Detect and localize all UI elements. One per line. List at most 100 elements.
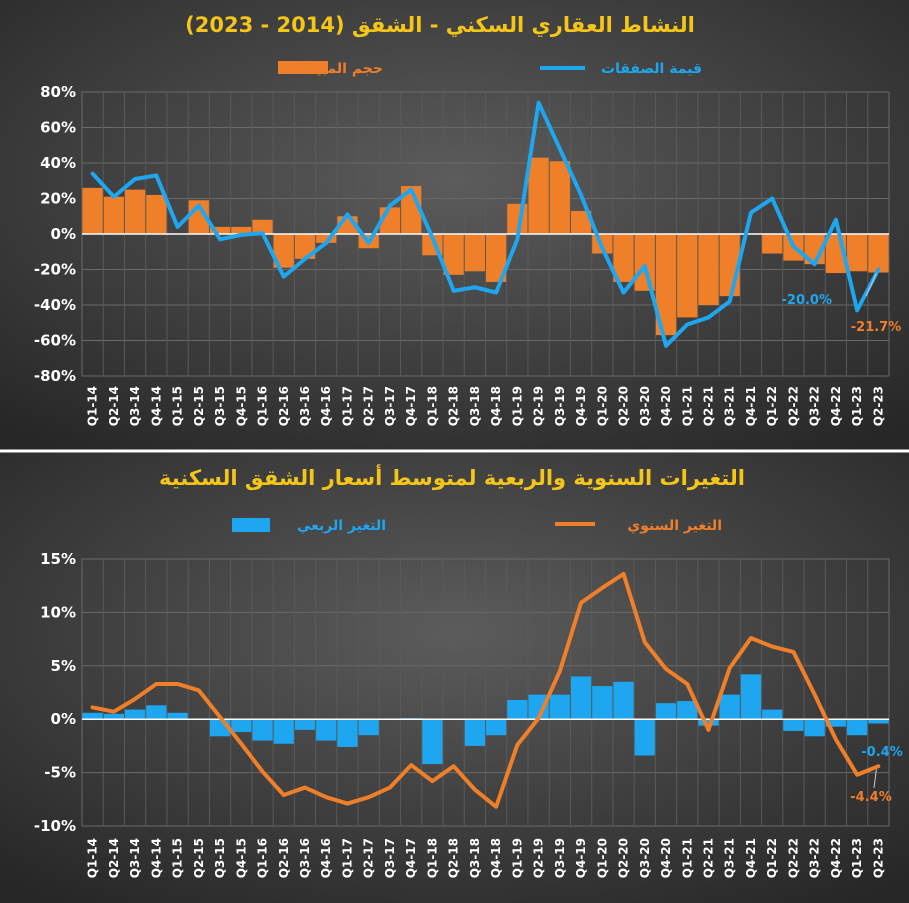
annotation-transaction-value-last: -20.0%: [782, 293, 833, 308]
x-tick-label: Q3-21: [723, 838, 737, 878]
x-tick-label: Q2-14: [107, 838, 121, 878]
x-tick-label: Q1-17: [340, 838, 354, 878]
x-tick-label: Q3-19: [553, 838, 567, 878]
x-tick-label: Q1-17: [340, 386, 354, 426]
x-tick-label: Q1-20: [595, 386, 609, 426]
x-tick-label: Q2-19: [532, 386, 546, 426]
x-tick-label: Q2-21: [701, 386, 715, 426]
chart-1-legend: حجم المبيعات قيمة الصفقات: [278, 61, 702, 77]
bar: [146, 194, 167, 234]
x-tick-label: Q4-14: [149, 386, 163, 426]
x-tick-label: Q2-17: [362, 386, 376, 426]
chart-2-title: التغيرات السنوية والربعية لمتوسط أسعار ا…: [159, 463, 745, 490]
bar: [252, 219, 273, 234]
x-tick-label: Q2-23: [871, 838, 885, 878]
chart-2-background: [0, 453, 909, 903]
bar: [443, 234, 464, 275]
x-tick-label: Q2-19: [532, 838, 546, 878]
bar: [804, 719, 825, 737]
x-tick-label: Q3-20: [638, 838, 652, 878]
y-tick-label: -40%: [34, 296, 76, 314]
annotation-quarterly-change-last: -0.4%: [861, 745, 902, 760]
x-tick-label: Q4-15: [234, 838, 248, 878]
y-tick-label: 0%: [51, 710, 76, 728]
y-tick-label: -60%: [34, 332, 76, 350]
x-tick-label: Q1-22: [765, 386, 779, 426]
x-tick-label: Q1-14: [86, 838, 100, 878]
x-tick-label: Q2-22: [786, 838, 800, 878]
x-tick-label: Q1-19: [510, 838, 524, 878]
series-line: [90, 100, 881, 348]
x-tick-label: Q1-21: [680, 838, 694, 878]
bar: [570, 210, 592, 234]
bar: [507, 699, 528, 720]
x-tick-label: Q1-23: [850, 386, 864, 426]
x-tick-label: Q1-16: [256, 386, 270, 426]
x-tick-label: Q2-20: [617, 386, 631, 426]
bar: [316, 234, 337, 243]
bar: [847, 719, 868, 736]
x-tick-label: Q3-14: [128, 386, 142, 426]
x-tick-label: Q1-18: [425, 838, 439, 878]
bar: [634, 719, 655, 756]
legend-swatch-quarterly-change: [232, 518, 270, 532]
x-tick-label: Q3-21: [723, 386, 737, 426]
x-tick-label: Q3-22: [808, 386, 822, 426]
bar: [677, 234, 698, 318]
x-tick-label: Q2-17: [362, 838, 376, 878]
chart-2: التغيرات السنوية والربعية لمتوسط أسعار ا…: [0, 453, 909, 903]
x-tick-label: Q1-18: [425, 386, 439, 426]
x-tick-label: Q3-15: [213, 838, 227, 878]
bar: [740, 674, 762, 720]
x-tick-label: Q1-21: [680, 386, 694, 426]
bar: [570, 676, 592, 720]
bar: [592, 686, 613, 720]
y-tick-label: 20%: [40, 190, 76, 208]
bar: [762, 709, 783, 720]
bar: [103, 713, 124, 720]
x-tick-label: Q2-16: [277, 838, 291, 878]
x-tick-label: Q4-19: [574, 838, 588, 878]
x-tick-label: Q4-17: [404, 386, 418, 426]
x-tick-label: Q3-16: [298, 386, 312, 426]
x-tick-label: Q2-22: [786, 386, 800, 426]
bar: [82, 187, 103, 234]
x-tick-label: Q4-16: [319, 838, 333, 878]
chart-1-title: النشاط العقاري السكني - الشقق (2014 - 20…: [185, 13, 695, 38]
bar: [464, 719, 485, 746]
x-tick-label: Q1-22: [765, 838, 779, 878]
bar: [486, 719, 507, 736]
bar: [294, 719, 316, 730]
bar: [528, 157, 549, 234]
bar: [677, 701, 698, 720]
bar: [868, 719, 889, 724]
x-tick-label: Q2-21: [701, 838, 715, 878]
bar: [698, 234, 719, 305]
x-tick-label: Q4-21: [744, 838, 758, 878]
y-tick-label: 5%: [51, 657, 76, 675]
bar: [528, 694, 549, 720]
legend-label-annual-change: التغير السنوي: [627, 518, 722, 535]
y-tick-label: 80%: [40, 83, 76, 101]
x-tick-label: Q1-23: [850, 838, 864, 878]
annotation-sales-volume-last: -21.7%: [851, 320, 902, 335]
x-tick-label: Q2-15: [192, 838, 206, 878]
y-tick-label: 0%: [51, 225, 76, 243]
bar: [634, 234, 655, 291]
bar: [273, 719, 294, 744]
bar: [655, 703, 677, 720]
x-tick-label: Q1-15: [171, 386, 185, 426]
x-tick-label: Q3-18: [468, 838, 482, 878]
bar: [486, 234, 507, 282]
y-tick-label: 60%: [40, 119, 76, 137]
bar: [316, 719, 337, 741]
x-tick-label: Q3-18: [468, 386, 482, 426]
x-tick-label: Q4-19: [574, 386, 588, 426]
x-tick-label: Q4-22: [829, 386, 843, 426]
x-tick-label: Q2-14: [107, 386, 121, 426]
x-tick-label: Q1-19: [510, 386, 524, 426]
x-tick-label: Q1-15: [171, 838, 185, 878]
chart-2-plot: 15% 10% 5% 0% -5% -10% Q1-14 Q2-14 Q3-14 Q4-14 Q1-…: [34, 550, 903, 878]
